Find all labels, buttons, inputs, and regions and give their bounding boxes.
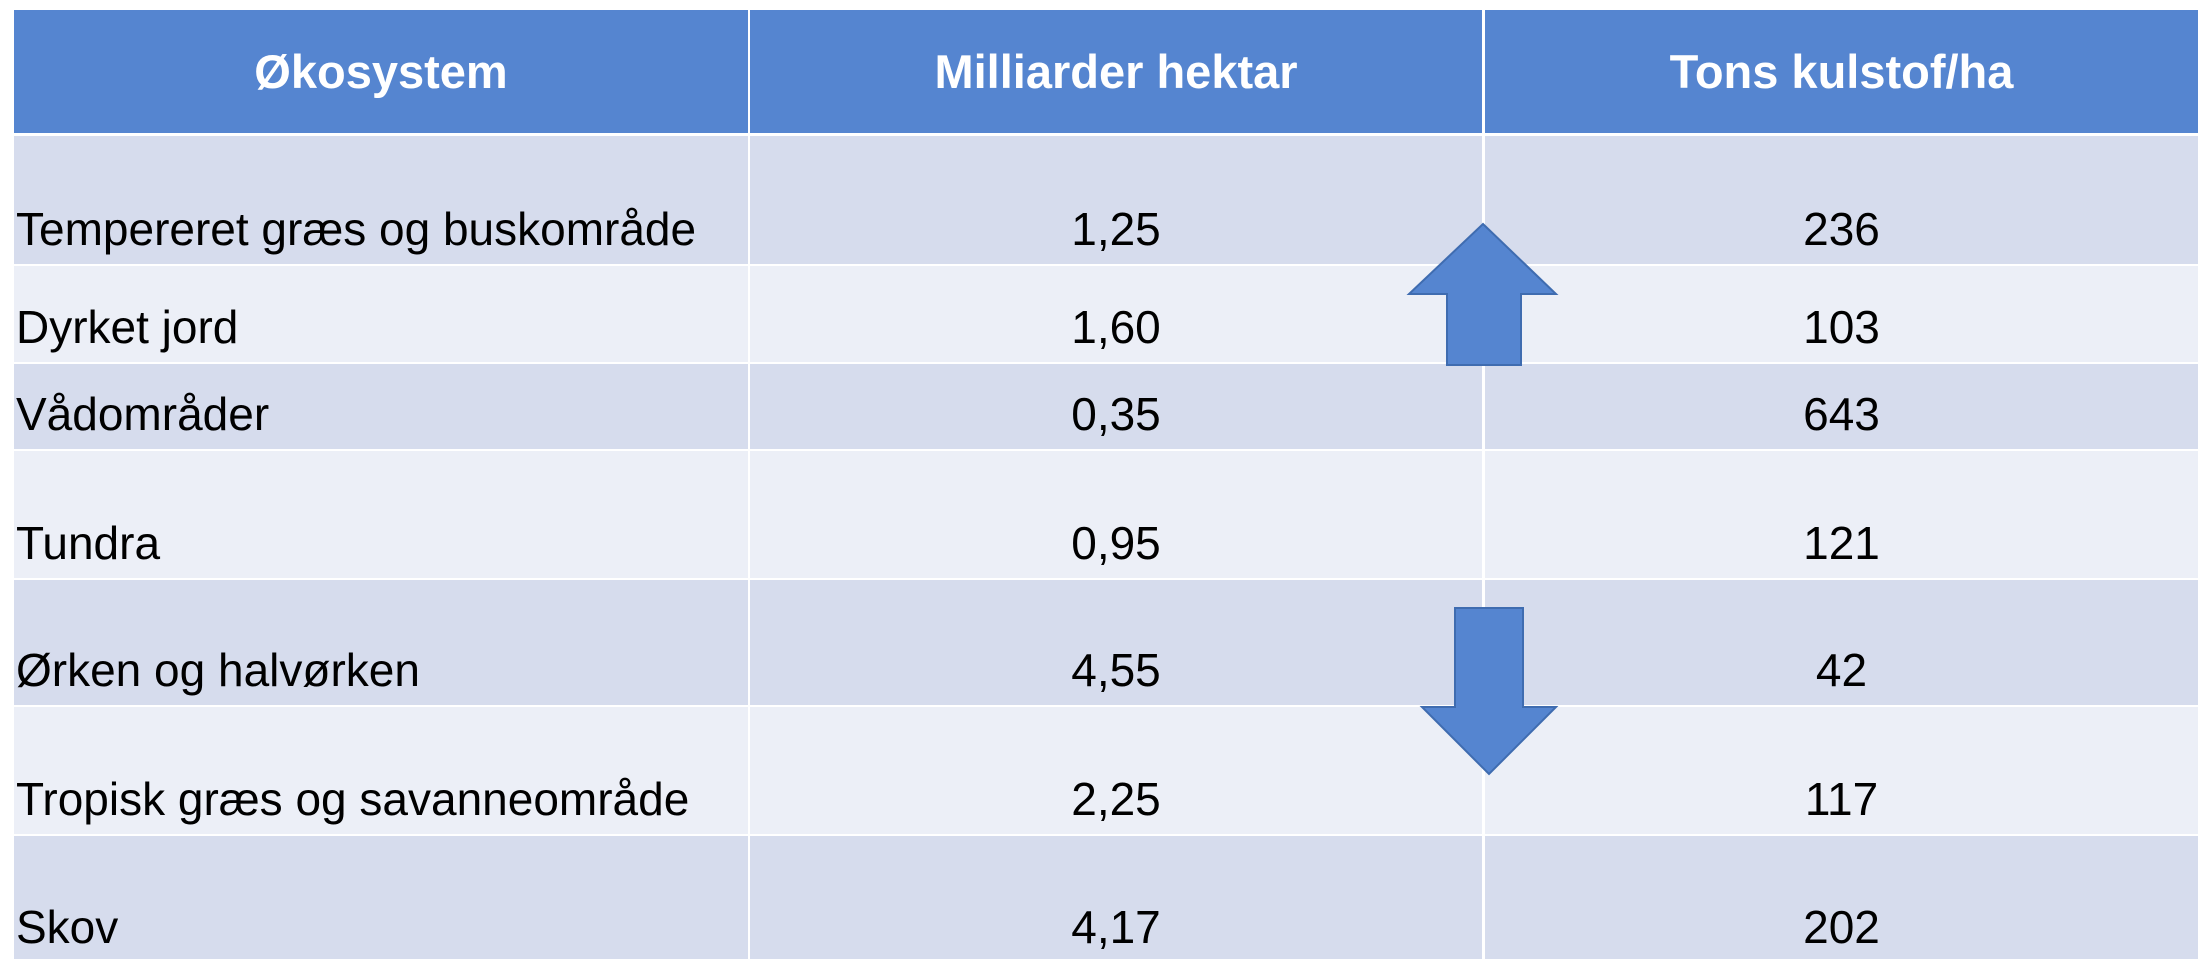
table-cell: 1,60 [750,266,1482,362]
table-cell: 236 [1485,136,2198,264]
table-cell: Skov [14,836,748,959]
table-cell: 0,35 [750,364,1482,449]
table-cell: 2,25 [750,707,1482,834]
table-cell: 4,55 [750,580,1482,705]
table-cell: 0,95 [750,451,1482,578]
table-cell: Vådområder [14,364,748,449]
table-cell: 1,25 [750,136,1482,264]
table-cell: Ørken og halvørken [14,580,748,705]
table-cell: 42 [1485,580,2198,705]
table-cell: 117 [1485,707,2198,834]
down-arrow [1419,607,1559,776]
table-cell: Tundra [14,451,748,578]
table-cell: Tropisk græs og savanneområde [14,707,748,834]
header-cell: Økosystem [14,10,748,133]
table-cell: Dyrket jord [14,266,748,362]
up-arrow [1406,222,1559,366]
header-cell: Milliarder hektar [750,10,1482,133]
table-cell: Tempereret græs og buskområde [14,136,748,264]
table-cell: 202 [1485,836,2198,959]
table-cell: 643 [1485,364,2198,449]
table-cell: 4,17 [750,836,1482,959]
table-cell: 103 [1485,266,2198,362]
header-cell: Tons kulstof/ha [1485,10,2198,133]
table-cell: 121 [1485,451,2198,578]
